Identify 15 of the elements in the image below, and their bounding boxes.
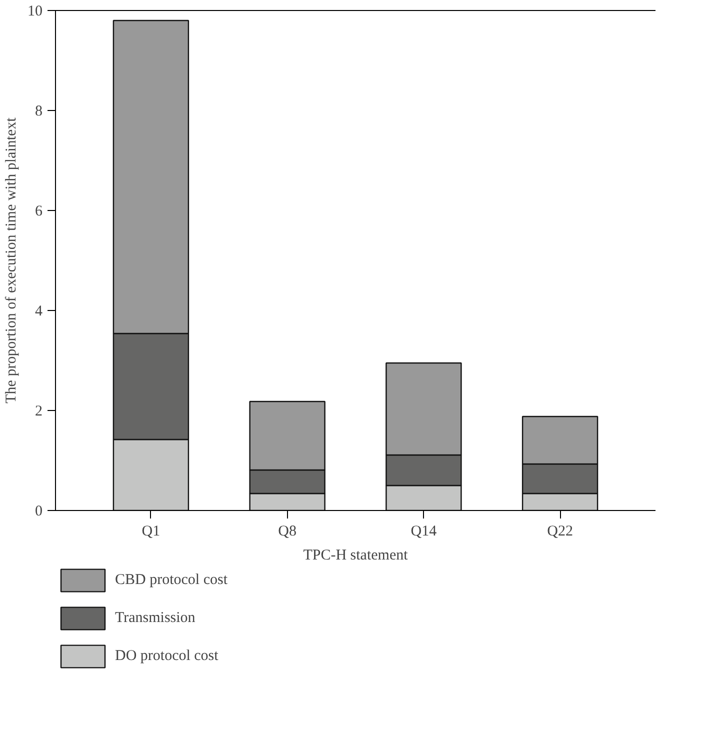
y-tick-label: 10	[28, 4, 42, 20]
legend-label: CBD protocol cost	[115, 572, 228, 588]
y-tick-label: 8	[35, 104, 42, 120]
y-axis-title: The proportion of execution time with plaintext	[4, 116, 20, 404]
legend-label: DO protocol cost	[115, 648, 218, 664]
y-tick-label: 4	[35, 304, 43, 320]
x-axis-title: TPC-H statement	[303, 548, 409, 564]
y-tick-label: 2	[35, 404, 42, 420]
x-tick-label: Q14	[410, 524, 438, 540]
x-tick-label: Q1	[142, 524, 160, 540]
legend-label: Transmission	[115, 610, 196, 626]
y-tick-label: 0	[35, 504, 42, 520]
y-tick-label: 6	[35, 204, 43, 220]
x-tick-label: Q22	[547, 524, 573, 540]
x-tick-label: Q8	[278, 524, 296, 540]
